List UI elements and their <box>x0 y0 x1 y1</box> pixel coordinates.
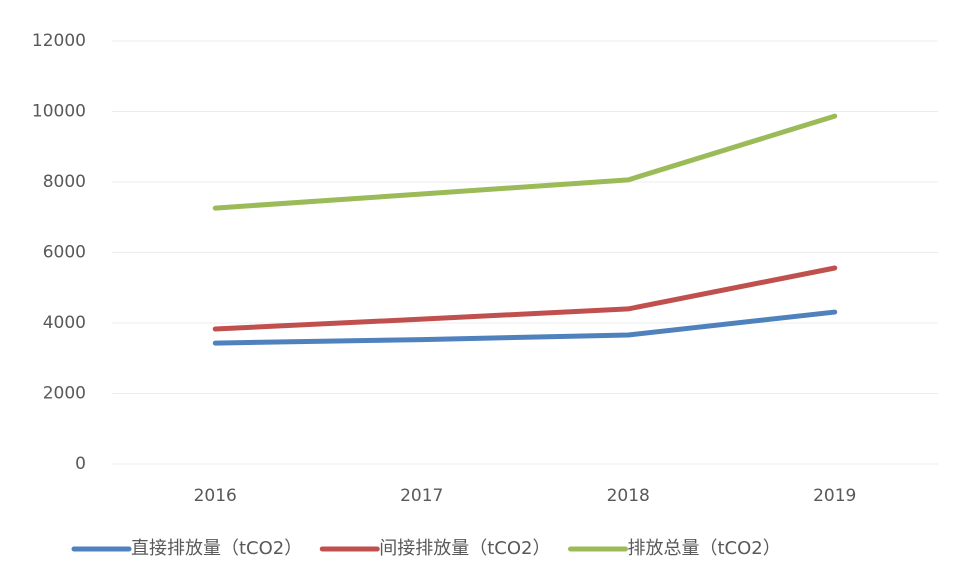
series-line <box>212 309 838 346</box>
y-tick-label: 8000 <box>43 172 86 192</box>
x-tick-label: 2019 <box>813 486 856 506</box>
y-tick-label: 0 <box>75 454 86 474</box>
legend-label: 直接排放量（tCO2） <box>131 538 302 559</box>
y-tick-label: 10000 <box>32 102 86 122</box>
x-tick-label: 2017 <box>400 486 443 506</box>
y-tick-label: 4000 <box>43 313 86 333</box>
legend-label: 排放总量（tCO2） <box>628 538 781 559</box>
y-tick-label: 12000 <box>32 31 86 51</box>
y-tick-label: 6000 <box>43 243 86 263</box>
legend-label: 间接排放量（tCO2） <box>379 538 550 559</box>
x-tick-label: 2016 <box>194 486 237 506</box>
series-line <box>212 265 838 332</box>
series-line <box>212 113 838 211</box>
y-tick-label: 2000 <box>43 384 86 404</box>
x-tick-label: 2018 <box>607 486 650 506</box>
